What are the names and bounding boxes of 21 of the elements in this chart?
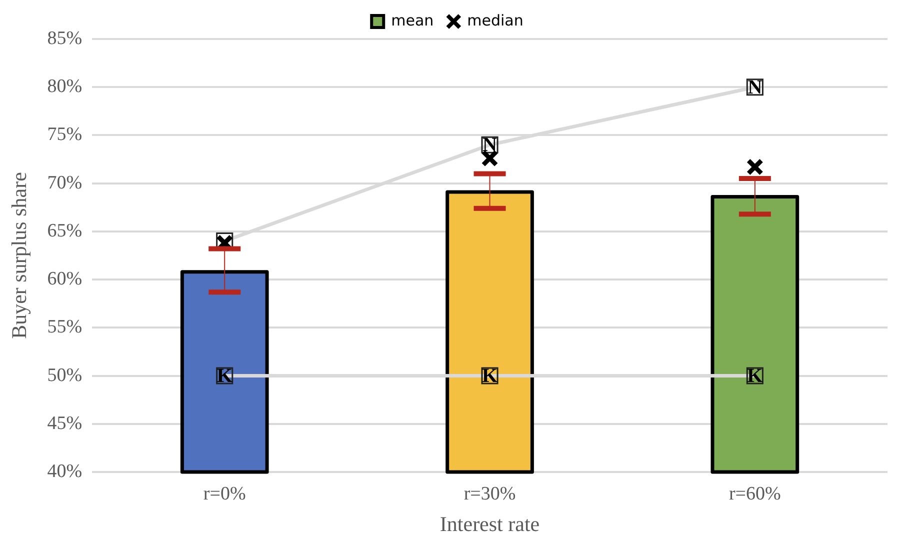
y-tick-label: 70%: [47, 172, 82, 194]
point: [481, 150, 498, 167]
y-tick-label: 50%: [47, 364, 82, 386]
x-tick-label: r=30%: [464, 483, 516, 504]
y-tick-label: 45%: [47, 412, 82, 434]
x-tick-label: r=60%: [728, 483, 782, 504]
text: N: [748, 76, 762, 98]
y-tick-label: 80%: [47, 76, 82, 98]
point: [746, 158, 764, 176]
series-label: N: [482, 134, 498, 156]
y-tick-label: 85%: [47, 28, 82, 49]
y-tick-label: 40%: [47, 460, 82, 482]
y-tick-label: 75%: [47, 124, 82, 146]
x-axis-title: Interest rate: [440, 512, 540, 536]
y-tick-label: 55%: [47, 316, 82, 338]
y-axis-title: Buyer surplus share: [7, 172, 32, 339]
legend-label: median: [467, 11, 524, 30]
x-tick-label: r=0%: [203, 483, 246, 504]
y-tick-label: 65%: [47, 220, 82, 242]
y-tick-label: 60%: [47, 268, 82, 290]
legend-label: mean: [391, 11, 434, 30]
